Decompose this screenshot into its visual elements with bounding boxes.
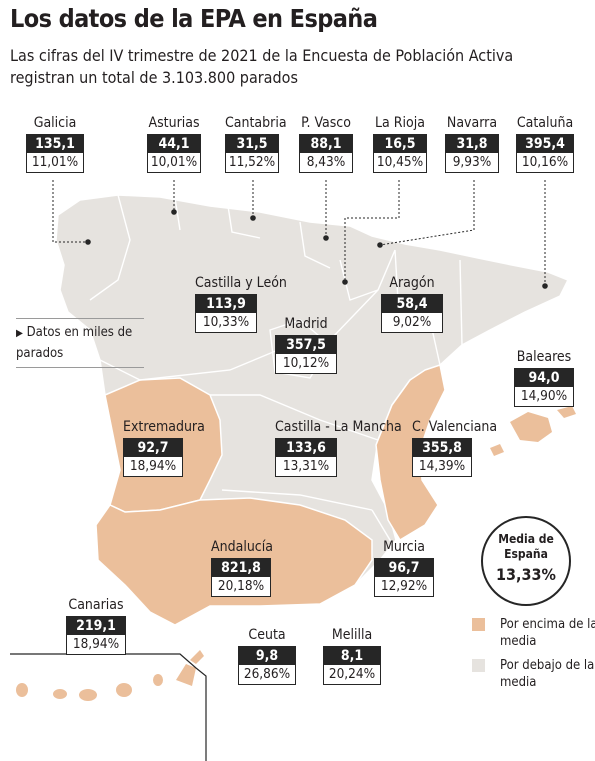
region-asturias: Asturias 44,1 10,01%: [147, 115, 201, 173]
region-value: 92,7: [123, 438, 183, 457]
region-pais-vasco: P. Vasco 88,1 8,43%: [299, 115, 353, 173]
region-la-rioja: La Rioja 16,5 10,45%: [373, 115, 427, 173]
region-name: C. Valenciana: [412, 419, 498, 435]
region-value: 355,8: [412, 438, 472, 457]
region-value: 821,8: [211, 558, 271, 577]
region-percent: 9,02%: [381, 313, 443, 333]
region-name: Galicia: [33, 115, 77, 131]
region-name: Andalucía: [211, 539, 273, 555]
region-c-valenciana: C. Valenciana 355,8 14,39%: [412, 419, 498, 477]
note-text: Datos en miles de parados: [16, 325, 133, 361]
region-value: 58,4: [381, 294, 443, 313]
region-canarias: Canarias 219,1 18,94%: [66, 597, 126, 655]
region-aragon: Aragón 58,4 9,02%: [381, 275, 443, 333]
region-percent: 18,94%: [123, 457, 183, 477]
region-extremadura: Extremadura 92,7 18,94%: [123, 419, 205, 477]
region-ceuta: Ceuta 9,8 26,86%: [238, 627, 296, 685]
region-galicia: Galicia 135,1 11,01%: [26, 115, 84, 173]
note-divider-top: [16, 318, 144, 319]
region-murcia: Murcia 96,7 12,92%: [374, 539, 434, 597]
region-name: P. Vasco: [301, 115, 351, 131]
region-value: 9,8: [238, 646, 296, 665]
region-percent: 10,45%: [373, 153, 427, 173]
leader-lines: [52, 180, 546, 286]
region-value: 16,5: [373, 134, 427, 153]
region-name: Canarias: [68, 597, 124, 613]
legend-label-below: Por debajo de la media: [500, 658, 595, 690]
region-value: 31,8: [445, 134, 499, 153]
region-percent: 9,93%: [445, 153, 499, 173]
region-value: 44,1: [147, 134, 201, 153]
average-value: 13,33%: [496, 565, 556, 584]
region-name: Cataluña: [516, 115, 574, 131]
region-percent: 20,18%: [211, 577, 271, 597]
region-navarra: Navarra 31,8 9,93%: [445, 115, 499, 173]
region-percent: 18,94%: [66, 635, 126, 655]
legend-swatch-above: [472, 618, 485, 631]
region-andalucia: Andalucía 821,8 20,18%: [211, 539, 273, 597]
region-percent: 12,92%: [374, 577, 434, 597]
region-value: 357,5: [275, 335, 337, 354]
region-cantabria: Cantabria 31,5 11,52%: [225, 115, 287, 173]
region-percent: 8,43%: [299, 153, 353, 173]
national-average-badge: Media de España 13,33%: [481, 516, 571, 606]
note-arrow-icon: ▶: [16, 328, 23, 339]
region-percent: 10,01%: [147, 153, 201, 173]
region-value: 31,5: [225, 134, 279, 153]
leader-dots: [85, 209, 548, 289]
region-percent: 26,86%: [238, 665, 296, 685]
region-melilla: Melilla 8,1 20,24%: [323, 627, 381, 685]
region-percent: 14,90%: [514, 387, 574, 407]
region-value: 133,6: [275, 438, 337, 457]
region-percent: 10,33%: [195, 313, 257, 333]
region-value: 395,4: [516, 134, 574, 153]
region-cataluna: Cataluña 395,4 10,16%: [516, 115, 574, 173]
region-name: Ceuta: [248, 627, 286, 643]
region-name: Melilla: [331, 627, 373, 643]
region-value: 219,1: [66, 616, 126, 635]
region-name: Aragón: [389, 275, 435, 291]
region-percent: 13,31%: [275, 457, 337, 477]
region-shape-baleares: [490, 406, 576, 456]
region-value: 88,1: [299, 134, 353, 153]
region-shape-valencia: [375, 364, 446, 542]
legend-label-above: Por encima de la media: [500, 617, 595, 649]
region-name: La Rioja: [375, 115, 425, 131]
region-value: 94,0: [514, 368, 574, 387]
region-name: Madrid: [284, 316, 328, 332]
region-percent: 10,12%: [275, 354, 337, 374]
legend-swatch-below: [472, 659, 485, 672]
region-name: Cantabria: [225, 115, 287, 131]
region-name: Extremadura: [123, 419, 205, 435]
region-percent: 11,52%: [225, 153, 279, 173]
region-borders: [89, 194, 463, 571]
page-subtitle: Las cifras del IV trimestre de 2021 de l…: [10, 46, 514, 87]
page-title: Los datos de la EPA en España: [10, 4, 378, 33]
region-castilla-leon: Castilla y León 113,9 10,33%: [195, 275, 287, 333]
region-name: Baleares: [516, 349, 572, 365]
note-divider-bottom: [16, 367, 144, 368]
region-value: 113,9: [195, 294, 257, 313]
units-note: ▶ Datos en miles de parados: [16, 318, 144, 368]
average-label: Media de España: [498, 532, 554, 561]
region-value: 96,7: [374, 558, 434, 577]
region-percent: 14,39%: [412, 457, 472, 477]
region-shape-canarias: [16, 650, 204, 701]
region-value: 8,1: [323, 646, 381, 665]
region-name: Navarra: [446, 115, 498, 131]
region-castilla-la-mancha: Castilla - La Mancha 133,6 13,31%: [275, 419, 402, 477]
region-percent: 20,24%: [323, 665, 381, 685]
region-name: Murcia: [383, 539, 425, 555]
region-baleares: Baleares 94,0 14,90%: [514, 349, 574, 407]
region-percent: 10,16%: [516, 153, 574, 173]
region-percent: 11,01%: [26, 153, 84, 173]
canarias-inset-frame: [10, 653, 207, 761]
region-name: Castilla y León: [195, 275, 287, 291]
region-value: 135,1: [26, 134, 84, 153]
region-madrid: Madrid 357,5 10,12%: [275, 316, 337, 374]
region-name: Asturias: [148, 115, 200, 131]
region-name: Castilla - La Mancha: [275, 419, 402, 436]
